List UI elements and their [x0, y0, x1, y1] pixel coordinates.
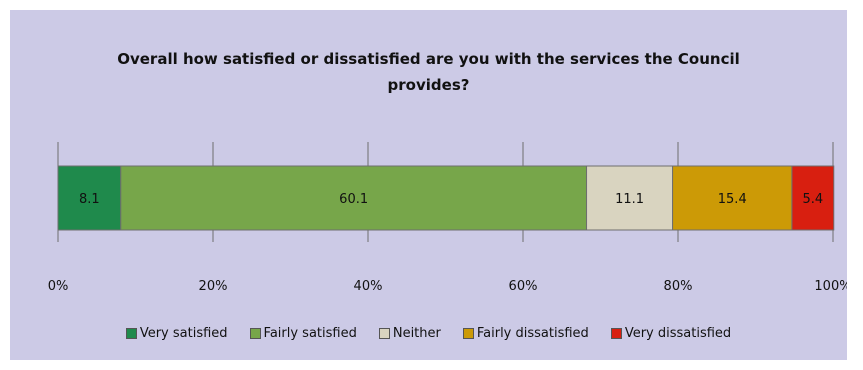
- chart-title-line-1: Overall how satisfied or dissatisfied ar…: [117, 50, 740, 68]
- chart-plot: 8.1 60.1 11.1 15.4 5.4 0% 20% 40% 60% 80% 100%: [48, 142, 847, 294]
- bar-segment-0: [57, 165, 122, 231]
- data-label-3: 15.4: [718, 192, 747, 207]
- legend-item: Very dissatisfied: [610, 326, 732, 341]
- x-tick-label: 100%: [814, 279, 847, 294]
- x-tick-label: 40%: [354, 279, 383, 294]
- x-tick-label: 20%: [199, 279, 228, 294]
- legend-label: Very satisfied: [139, 326, 228, 341]
- bar-segment-4: [791, 165, 835, 231]
- x-tick-label: 60%: [509, 279, 538, 294]
- legend-item: Fairly dissatisfied: [462, 326, 589, 341]
- data-label-1: 60.1: [339, 192, 368, 207]
- legend-label: Fairly dissatisfied: [476, 326, 589, 341]
- data-label-0: 8.1: [79, 192, 100, 207]
- legend-swatch: [462, 328, 474, 339]
- legend-swatch: [249, 328, 261, 339]
- legend-swatch: [378, 328, 390, 339]
- legend-label: Very dissatisfied: [624, 326, 732, 341]
- chart-panel: Overall how satisfied or dissatisfied ar…: [10, 10, 847, 360]
- bar-segment-2: [586, 165, 674, 231]
- legend-swatch: [610, 328, 622, 339]
- legend-swatch: [125, 328, 137, 339]
- data-label-2: 11.1: [615, 192, 644, 207]
- bar-segment-3: [672, 165, 793, 231]
- data-label-4: 5.4: [803, 192, 824, 207]
- chart-title: Overall how satisfied or dissatisfied ar…: [10, 46, 847, 98]
- legend-item: Fairly satisfied: [249, 326, 357, 341]
- legend-label: Neither: [392, 326, 441, 341]
- x-tick-label: 80%: [664, 279, 693, 294]
- legend-item: Very satisfied: [125, 326, 228, 341]
- legend-item: Neither: [378, 326, 441, 341]
- legend-label: Fairly satisfied: [263, 326, 357, 341]
- chart-legend: Very satisfied Fairly satisfied Neither Fai…: [10, 326, 847, 341]
- x-tick-label: 0%: [48, 279, 69, 294]
- bar-segment-1: [120, 165, 588, 231]
- chart-title-line-2: provides?: [387, 76, 470, 94]
